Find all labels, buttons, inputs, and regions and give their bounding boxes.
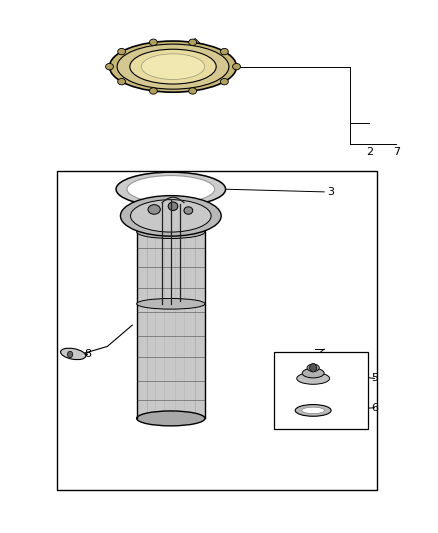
- Ellipse shape: [118, 49, 126, 55]
- Ellipse shape: [302, 368, 324, 378]
- Ellipse shape: [220, 78, 228, 85]
- Ellipse shape: [184, 207, 193, 214]
- Bar: [137, 219, 205, 418]
- Ellipse shape: [131, 200, 211, 232]
- Text: 4: 4: [321, 352, 328, 362]
- Ellipse shape: [189, 88, 197, 94]
- Ellipse shape: [220, 49, 228, 55]
- Ellipse shape: [120, 196, 221, 236]
- Ellipse shape: [295, 405, 331, 416]
- Ellipse shape: [141, 54, 205, 79]
- Ellipse shape: [110, 41, 237, 92]
- Ellipse shape: [297, 373, 329, 384]
- Ellipse shape: [148, 205, 160, 214]
- Ellipse shape: [149, 39, 157, 45]
- Ellipse shape: [302, 407, 325, 414]
- Circle shape: [310, 364, 317, 372]
- Ellipse shape: [137, 225, 205, 239]
- Ellipse shape: [60, 348, 86, 360]
- Ellipse shape: [127, 175, 215, 203]
- Circle shape: [67, 351, 73, 358]
- Bar: [57, 171, 377, 490]
- Ellipse shape: [149, 88, 157, 94]
- Bar: [274, 352, 368, 429]
- Ellipse shape: [106, 63, 113, 70]
- Text: 2: 2: [367, 147, 374, 157]
- Ellipse shape: [118, 78, 126, 85]
- Ellipse shape: [233, 63, 240, 70]
- Ellipse shape: [137, 298, 205, 309]
- Ellipse shape: [117, 44, 229, 89]
- Ellipse shape: [168, 202, 178, 211]
- Text: 7: 7: [393, 147, 400, 157]
- Text: 8: 8: [84, 350, 91, 359]
- Ellipse shape: [189, 39, 197, 45]
- Ellipse shape: [116, 172, 226, 206]
- Text: 3: 3: [327, 187, 334, 197]
- Text: 6: 6: [371, 403, 378, 413]
- Ellipse shape: [137, 411, 205, 426]
- Text: 5: 5: [371, 374, 378, 383]
- Text: 1: 1: [215, 51, 223, 61]
- Ellipse shape: [307, 364, 319, 372]
- Ellipse shape: [130, 49, 216, 84]
